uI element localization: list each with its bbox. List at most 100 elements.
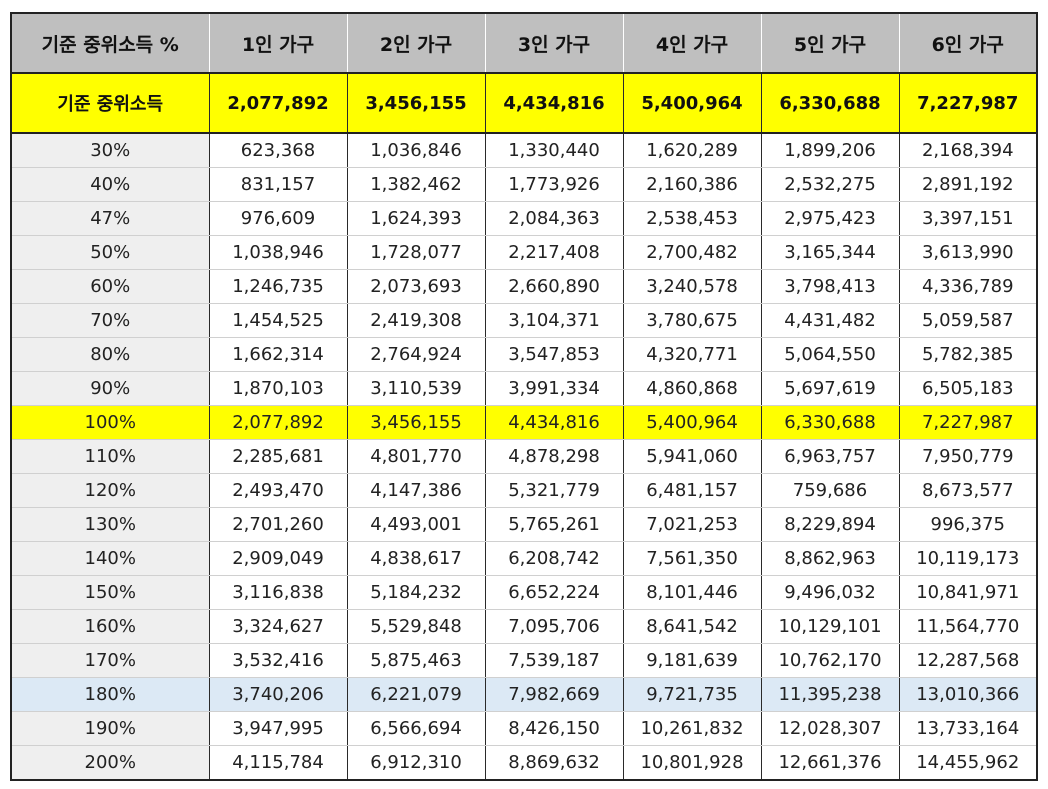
income-cell-3-person: 6,652,224 <box>484 575 623 610</box>
income-cell-1-person: 2,701,260 <box>208 507 347 542</box>
income-cell-6-person: 14,455,962 <box>898 745 1037 780</box>
table-row: 110% 2,285,681 4,801,770 4,878,298 5,941,060… <box>11 439 1037 474</box>
percent-cell: 180% <box>11 677 210 712</box>
income-cell-4-person: 8,101,446 <box>622 575 761 610</box>
income-cell-1-person: 2,077,892 <box>208 405 347 440</box>
median-value-6-person: 7,227,987 <box>898 73 1037 134</box>
income-cell-2-person: 3,110,539 <box>346 371 485 406</box>
header-3-person: 3인 가구 <box>484 13 623 74</box>
income-cell-3-person: 6,208,742 <box>484 541 623 576</box>
income-cell-1-person: 4,115,784 <box>208 745 347 780</box>
median-value-4-person: 5,400,964 <box>622 73 761 134</box>
income-cell-6-person: 10,841,971 <box>898 575 1037 610</box>
income-cell-3-person: 5,321,779 <box>484 473 623 508</box>
income-cell-3-person: 3,991,334 <box>484 371 623 406</box>
income-cell-6-person: 6,505,183 <box>898 371 1037 406</box>
income-cell-4-person: 6,481,157 <box>622 473 761 508</box>
income-cell-4-person: 7,021,253 <box>622 507 761 542</box>
income-cell-6-person: 4,336,789 <box>898 269 1037 304</box>
median-value-1-person: 2,077,892 <box>208 73 347 134</box>
median-value-3-person: 4,434,816 <box>484 73 623 134</box>
income-cell-3-person: 4,878,298 <box>484 439 623 474</box>
income-cell-6-person: 13,733,164 <box>898 711 1037 746</box>
income-cell-6-person: 5,059,587 <box>898 303 1037 338</box>
income-cell-5-person: 9,496,032 <box>760 575 899 610</box>
table-row: 190% 3,947,995 6,566,694 8,426,150 10,261,83… <box>11 711 1037 746</box>
income-cell-2-person: 2,073,693 <box>346 269 485 304</box>
income-cell-6-person: 2,168,394 <box>898 133 1037 168</box>
income-cell-5-person: 3,165,344 <box>760 235 899 270</box>
income-cell-4-person: 1,620,289 <box>622 133 761 168</box>
header-6-person: 6인 가구 <box>898 13 1037 74</box>
income-cell-2-person: 6,221,079 <box>346 677 485 712</box>
income-cell-1-person: 976,609 <box>208 201 347 236</box>
income-cell-4-person: 4,860,868 <box>622 371 761 406</box>
income-cell-2-person: 2,764,924 <box>346 337 485 372</box>
percent-cell: 130% <box>11 507 210 542</box>
header-5-person: 5인 가구 <box>760 13 899 74</box>
percent-cell: 30% <box>11 133 210 168</box>
income-cell-6-person: 5,782,385 <box>898 337 1037 372</box>
income-cell-1-person: 1,662,314 <box>208 337 347 372</box>
income-cell-3-person: 7,095,706 <box>484 609 623 644</box>
income-cell-1-person: 1,038,946 <box>208 235 347 270</box>
income-cell-3-person: 8,426,150 <box>484 711 623 746</box>
percent-cell: 120% <box>11 473 210 508</box>
income-cell-4-person: 2,700,482 <box>622 235 761 270</box>
percent-cell: 60% <box>11 269 210 304</box>
income-cell-4-person: 10,261,832 <box>622 711 761 746</box>
income-cell-1-person: 2,493,470 <box>208 473 347 508</box>
income-cell-2-person: 2,419,308 <box>346 303 485 338</box>
income-cell-2-person: 6,912,310 <box>346 745 485 780</box>
percent-cell: 100% <box>11 405 210 440</box>
income-cell-2-person: 4,147,386 <box>346 473 485 508</box>
table-row: 140% 2,909,049 4,838,617 6,208,742 7,561,350… <box>11 541 1037 576</box>
percent-cell: 170% <box>11 643 210 678</box>
income-cell-6-person: 12,287,568 <box>898 643 1037 678</box>
income-cell-1-person: 2,285,681 <box>208 439 347 474</box>
income-cell-4-person: 2,160,386 <box>622 167 761 202</box>
income-cell-5-person: 2,532,275 <box>760 167 899 202</box>
table-row: 50% 1,038,946 1,728,077 2,217,408 2,700,482 3… <box>11 235 1037 270</box>
table-row: 60% 1,246,735 2,073,693 2,660,890 3,240,578 3… <box>11 269 1037 304</box>
percent-cell: 40% <box>11 167 210 202</box>
table-row: 200% 4,115,784 6,912,310 8,869,632 10,801,92… <box>11 745 1037 780</box>
percent-cell: 47% <box>11 201 210 236</box>
income-cell-5-person: 12,028,307 <box>760 711 899 746</box>
income-cell-2-person: 5,875,463 <box>346 643 485 678</box>
income-cell-1-person: 1,246,735 <box>208 269 347 304</box>
header-percent: 기준 중위소득 % <box>11 13 209 74</box>
table-row: 130% 2,701,260 4,493,001 5,765,261 7,021,253… <box>11 507 1037 542</box>
income-cell-3-person: 3,104,371 <box>484 303 623 338</box>
table-row: 80% 1,662,314 2,764,924 3,547,853 4,320,771 5… <box>11 337 1037 372</box>
income-cell-3-person: 7,982,669 <box>484 677 623 712</box>
income-cell-5-person: 5,064,550 <box>760 337 899 372</box>
income-cell-2-person: 1,382,462 <box>346 167 485 202</box>
income-cell-6-person: 7,950,779 <box>898 439 1037 474</box>
income-cell-5-person: 1,899,206 <box>760 133 899 168</box>
income-cell-5-person: 8,229,894 <box>760 507 899 542</box>
income-cell-4-person: 2,538,453 <box>622 201 761 236</box>
table-row: 90% 1,870,103 3,110,539 3,991,334 4,860,868 5… <box>11 371 1037 406</box>
median-income-row: 기준 중위소득 2,077,892 3,456,155 4,434,816 5,… <box>11 73 1037 134</box>
income-cell-5-person: 5,697,619 <box>760 371 899 406</box>
table-row: 150% 3,116,838 5,184,232 6,652,224 8,101,446… <box>11 575 1037 610</box>
income-cell-1-person: 3,324,627 <box>208 609 347 644</box>
income-cell-6-person: 7,227,987 <box>898 405 1037 440</box>
percent-cell: 190% <box>11 711 210 746</box>
income-cell-6-person: 10,119,173 <box>898 541 1037 576</box>
income-cell-5-person: 10,129,101 <box>760 609 899 644</box>
income-cell-4-person: 7,561,350 <box>622 541 761 576</box>
table-row: 47% 976,609 1,624,393 2,084,363 2,538,453 2,9… <box>11 201 1037 236</box>
income-cell-5-person: 6,963,757 <box>760 439 899 474</box>
median-value-2-person: 3,456,155 <box>346 73 485 134</box>
income-cell-3-person: 1,773,926 <box>484 167 623 202</box>
median-income-label: 기준 중위소득 <box>11 73 209 134</box>
percent-cell: 200% <box>11 745 210 780</box>
income-cell-2-person: 4,838,617 <box>346 541 485 576</box>
table-row: 40% 831,157 1,382,462 1,773,926 2,160,386 2,5… <box>11 167 1037 202</box>
table-row: 70% 1,454,525 2,419,308 3,104,371 3,780,675 4… <box>11 303 1037 338</box>
income-cell-6-person: 11,564,770 <box>898 609 1037 644</box>
income-cell-4-person: 4,320,771 <box>622 337 761 372</box>
income-cell-4-person: 3,240,578 <box>622 269 761 304</box>
